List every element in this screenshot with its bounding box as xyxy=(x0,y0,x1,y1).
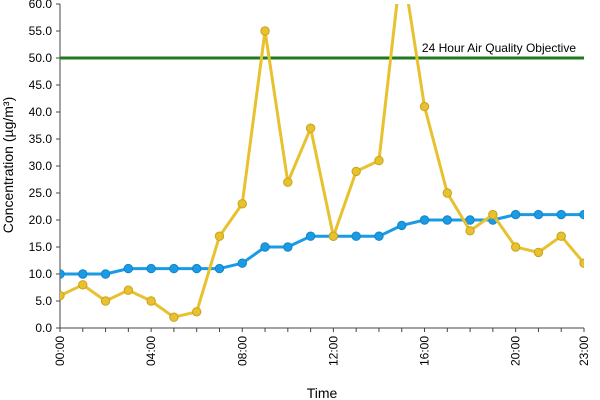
data-point xyxy=(442,188,453,198)
x-tick-label: 23:00 xyxy=(577,336,591,366)
data-point xyxy=(260,242,270,252)
x-tick-label: 20:00 xyxy=(509,336,523,366)
x-tick-label: 08:00 xyxy=(235,336,249,366)
data-point xyxy=(283,177,293,187)
series-2 xyxy=(60,4,584,322)
data-point xyxy=(465,226,475,236)
data-point xyxy=(214,231,225,241)
data-point xyxy=(397,220,407,231)
data-point xyxy=(146,296,156,306)
y-tick-label: 45.0 xyxy=(29,78,53,92)
x-tick-label: 16:00 xyxy=(418,336,432,366)
data-point xyxy=(374,155,384,166)
data-point xyxy=(78,269,88,279)
data-point xyxy=(510,242,521,252)
data-point xyxy=(123,285,134,295)
data-point xyxy=(60,290,65,301)
data-point xyxy=(465,215,475,225)
data-point xyxy=(78,280,88,290)
data-point xyxy=(237,199,247,209)
data-point xyxy=(533,247,544,258)
data-point xyxy=(260,26,270,36)
data-point xyxy=(283,242,293,252)
data-point xyxy=(556,231,566,241)
series-line xyxy=(60,213,584,276)
data-point xyxy=(305,123,316,133)
y-tick-label: 35.0 xyxy=(29,132,53,146)
data-point xyxy=(123,263,134,274)
data-point xyxy=(191,307,202,317)
data-point xyxy=(191,263,202,274)
y-tick-label: 50.0 xyxy=(29,51,53,65)
data-point xyxy=(146,263,156,274)
x-axis-ticks: 00:00 04:00 08:00 12:00 16:00 20:00 23:00 xyxy=(53,328,591,366)
data-point xyxy=(419,101,430,112)
y-tick-label: 60.0 xyxy=(29,0,53,11)
y-tick-label: 25.0 xyxy=(29,186,53,200)
data-point xyxy=(442,215,453,225)
data-point xyxy=(328,231,339,241)
y-tick-label: 20.0 xyxy=(29,213,53,227)
data-point xyxy=(579,209,584,220)
x-tick-label: 04:00 xyxy=(144,336,158,366)
y-tick-label: 10.0 xyxy=(29,267,53,281)
y-tick-label: 0.0 xyxy=(35,321,52,335)
data-point xyxy=(579,258,584,268)
data-point xyxy=(510,209,521,220)
data-point xyxy=(488,209,498,220)
data-point xyxy=(237,258,247,268)
data-point xyxy=(351,166,361,177)
series-1 xyxy=(60,209,584,279)
data-point xyxy=(169,263,179,274)
y-axis-title: Concentration (µg/m³) xyxy=(0,97,16,233)
data-point xyxy=(419,215,430,225)
y-tick-label: 15.0 xyxy=(29,240,53,254)
y-tick-label: 55.0 xyxy=(29,24,53,38)
y-tick-label: 40.0 xyxy=(29,105,53,119)
y-tick-label: 5.0 xyxy=(35,294,52,308)
data-point xyxy=(214,263,225,274)
data-point xyxy=(533,209,544,220)
data-point xyxy=(305,231,316,241)
data-point xyxy=(169,312,179,322)
data-point xyxy=(374,231,384,241)
x-tick-label: 00:00 xyxy=(53,336,67,366)
data-point xyxy=(100,269,111,279)
data-point xyxy=(100,296,111,306)
y-axis-ticks: 0.0 5.0 10.0 15.0 20.0 25.0 30.0 35.0 40.0 45.0 50… xyxy=(29,0,60,335)
data-point xyxy=(351,231,361,241)
reference-line-group: 24 Hour Air Quality Objective xyxy=(60,41,584,60)
reference-line-label: 24 Hour Air Quality Objective xyxy=(422,41,576,55)
x-tick-label: 12:00 xyxy=(326,336,340,366)
y-tick-label: 30.0 xyxy=(29,159,53,173)
data-point xyxy=(556,209,566,220)
series-group xyxy=(60,4,584,322)
data-point xyxy=(60,269,65,279)
x-axis-title: Time xyxy=(307,385,338,400)
